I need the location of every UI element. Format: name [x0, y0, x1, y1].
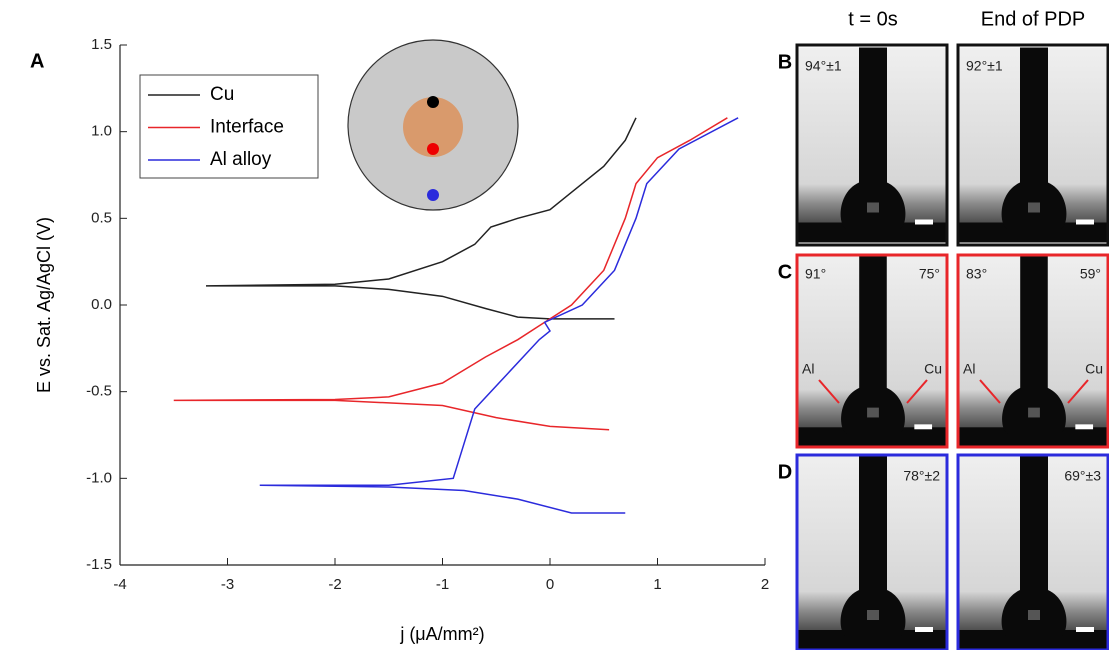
image-annotation: 91°: [805, 266, 826, 282]
series-line: [259, 117, 739, 514]
legend-label: Cu: [210, 84, 234, 105]
image-annotation: 92°±1: [966, 58, 1003, 74]
image-annotation: Cu: [1085, 361, 1103, 377]
image-border: [956, 253, 1109, 449]
droplet-image: [797, 455, 947, 650]
x-tick-label: -4: [113, 576, 126, 593]
image-annotation: 83°: [966, 266, 987, 282]
legend: [139, 74, 319, 179]
panel-label: C: [778, 261, 792, 283]
y-tick-label: -1.0: [86, 469, 112, 486]
legend-label: Interface: [210, 117, 284, 138]
panel-label: A: [30, 50, 44, 72]
column-header: t = 0s: [848, 8, 897, 30]
image-annotation: 75°: [919, 266, 940, 282]
panel-label: D: [778, 461, 792, 483]
x-tick-label: -1: [436, 576, 449, 593]
x-axis-label: j (μA/mm²): [399, 624, 484, 644]
arrow: [1067, 379, 1089, 404]
arrow: [906, 379, 928, 404]
y-axis-label: E vs. Sat. Ag/AgCl (V): [34, 217, 54, 393]
image-annotation: Cu: [924, 361, 942, 377]
x-tick-label: 1: [653, 576, 661, 593]
image-border: [956, 43, 1109, 247]
arrow: [979, 379, 1001, 404]
x-tick-label: -3: [221, 576, 234, 593]
series-line: [173, 117, 728, 431]
column-header: End of PDP: [981, 8, 1086, 30]
y-tick-label: -1.5: [86, 556, 112, 573]
image-annotation: Al: [963, 361, 975, 377]
x-tick-label: 2: [761, 576, 769, 593]
image-border: [795, 43, 949, 247]
panel-label: B: [778, 51, 792, 73]
droplet-image: [959, 255, 1107, 447]
y-tick-label: -0.5: [86, 383, 112, 400]
y-tick-label: 0.5: [91, 209, 112, 226]
x-tick-label: 0: [546, 576, 554, 593]
droplet-image: [958, 47, 1108, 243]
image-annotation: 69°±3: [1064, 468, 1101, 484]
image-annotation: 59°: [1080, 266, 1101, 282]
y-tick-label: 1.0: [91, 123, 112, 140]
y-tick-label: 0.0: [91, 296, 112, 313]
x-tick-label: -2: [328, 576, 341, 593]
droplet-image: [798, 255, 946, 447]
droplet-image: [958, 455, 1108, 650]
legend-label: Al alloy: [210, 149, 272, 170]
image-annotation: 94°±1: [805, 58, 842, 74]
droplet-image: [797, 47, 947, 243]
image-annotation: 78°±2: [903, 468, 940, 484]
series-line: [205, 117, 637, 320]
image-annotation: Al: [802, 361, 814, 377]
arrow: [818, 379, 840, 404]
plot-area: -1.5 -1.0 -0.5 0.0 0.5 1.0 1.5 -4 -3 -2 -1 0 1 2 j (μA…: [34, 36, 769, 644]
image-border: [795, 253, 949, 449]
y-tick-label: 1.5: [91, 36, 112, 53]
image-panels: t = 0s End of PDP B 94°±1 92°±1 C 91° 75° Al Cu…: [778, 8, 1109, 652]
inset-schematic: [347, 39, 519, 211]
